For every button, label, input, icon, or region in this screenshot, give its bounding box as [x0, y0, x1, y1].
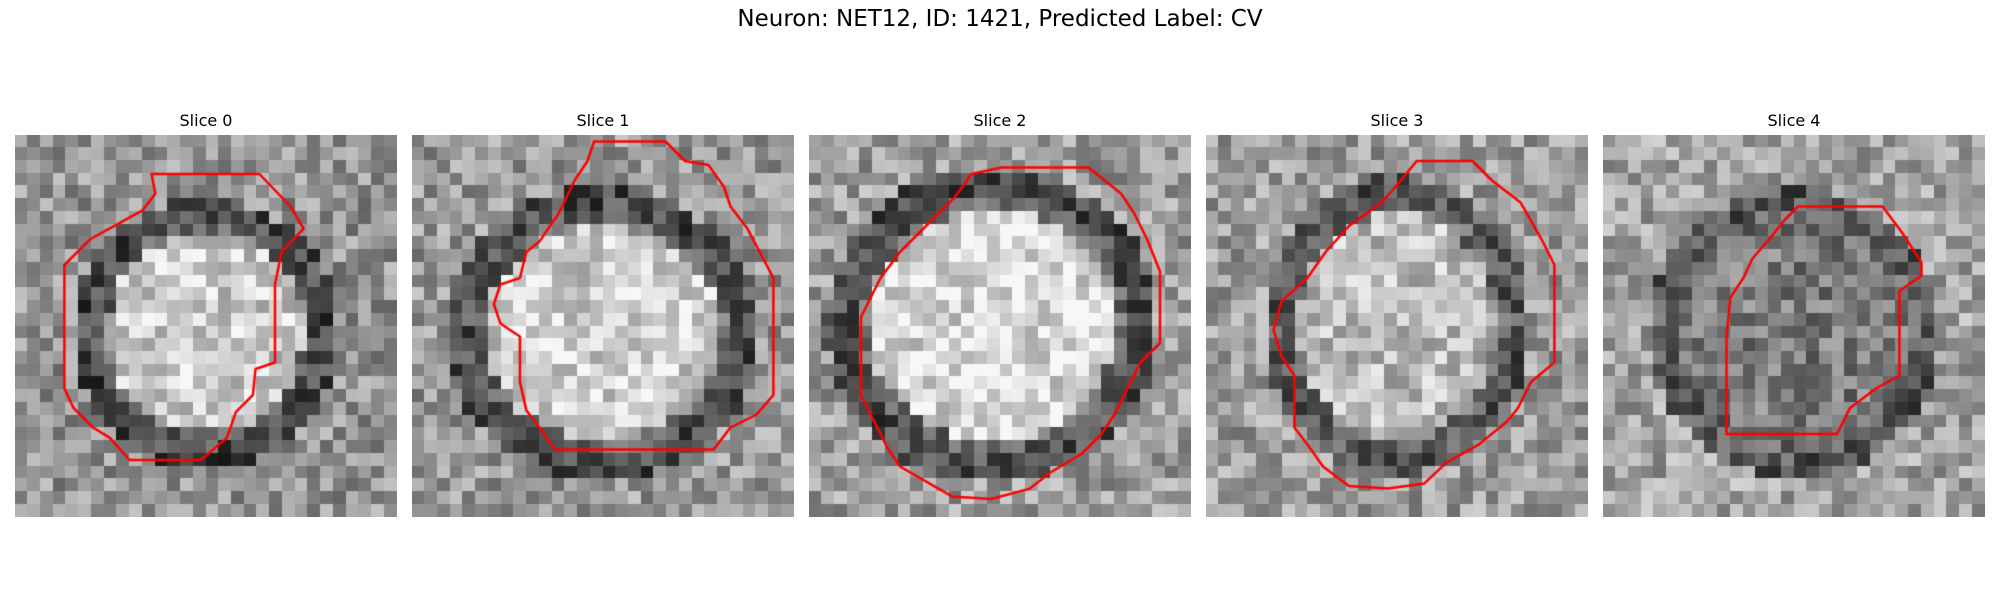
slice-panel-1: Slice 1: [412, 110, 794, 517]
slice-image: [1206, 135, 1588, 517]
slice-image: [412, 135, 794, 517]
slice-image: [1603, 135, 1985, 517]
slice-image: [809, 135, 1191, 517]
slice-title: Slice 2: [973, 111, 1027, 130]
slice-panel-2: Slice 2: [809, 110, 1191, 517]
slice-panel-3: Slice 3: [1206, 110, 1588, 517]
slice-title: Slice 4: [1767, 111, 1821, 130]
slice-title: Slice 1: [576, 111, 630, 130]
slice-image: [15, 135, 397, 517]
figure-title: Neuron: NET12, ID: 1421, Predicted Label…: [737, 6, 1263, 32]
slice-panel-4: Slice 4: [1603, 110, 1985, 517]
slice-panel-0: Slice 0: [15, 110, 397, 517]
slice-title: Slice 3: [1370, 111, 1424, 130]
slice-title: Slice 0: [179, 111, 233, 130]
